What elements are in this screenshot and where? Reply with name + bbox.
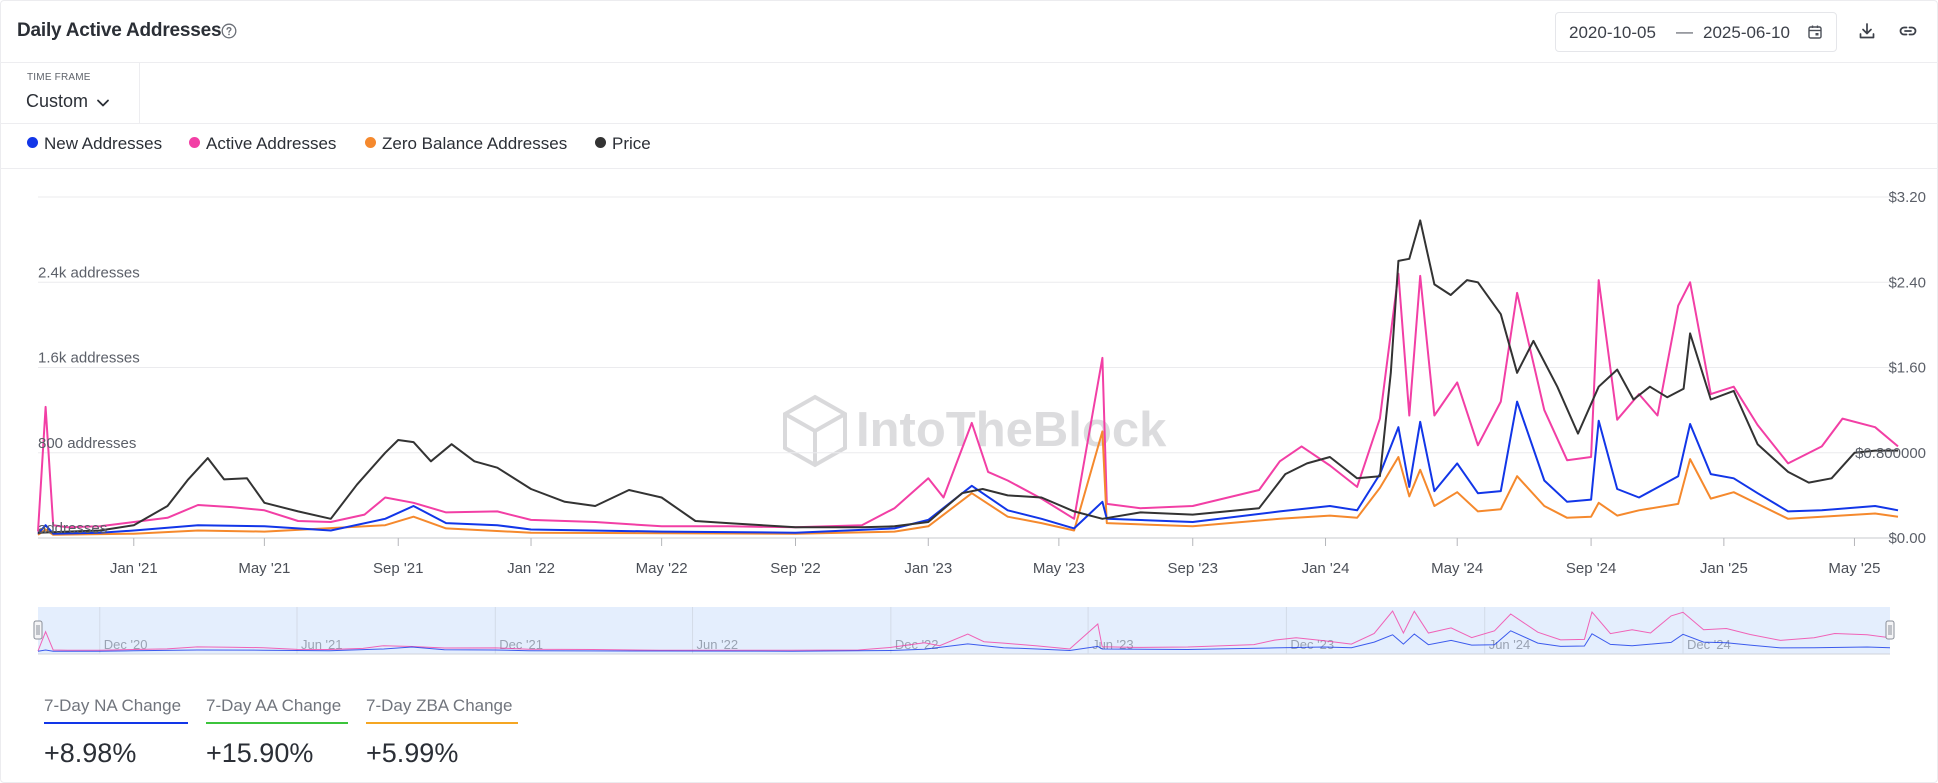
x-tick-label: May '24 (1431, 560, 1483, 577)
stat-zba-change: 7-Day ZBA Change +5.99% (366, 696, 518, 769)
timeframe-select[interactable]: Custom (26, 91, 89, 111)
legend-dot (27, 137, 38, 148)
date-separator: — (1676, 22, 1693, 41)
stat-na-change: 7-Day NA Change +8.98% (44, 696, 188, 769)
x-tick-label: May '22 (636, 560, 688, 577)
y-left-tick-label: 800 addresses (38, 435, 136, 452)
series-line-new-addresses[interactable] (37, 400, 1899, 535)
x-tick-label: Sep '23 (1168, 560, 1218, 577)
calendar-icon[interactable] (1807, 24, 1823, 40)
legend-item-new-addresses[interactable]: New Addresses (27, 134, 162, 154)
x-tick-label: Jan '25 (1700, 560, 1748, 577)
x-tick-label: Sep '24 (1566, 560, 1616, 577)
series-line-active-addresses[interactable] (37, 272, 1899, 532)
stat-label: 7-Day NA Change (44, 696, 182, 715)
x-tick-label: Jan '22 (507, 560, 555, 577)
y-right-tick-label: $0.800000 (1855, 445, 1926, 462)
legend-item-price[interactable]: Price (595, 134, 651, 154)
navigator-handle-left[interactable] (33, 620, 43, 640)
navigator-line-new-addresses (37, 630, 1891, 652)
navigator-line-active-addresses (37, 610, 1891, 652)
y-right-tick-label: $3.20 (1888, 189, 1926, 206)
x-tick-label: Sep '22 (770, 560, 820, 577)
stat-underline (206, 722, 348, 724)
timeframe-control: TIME FRAME Custom (0, 63, 140, 123)
navigator-handle-right[interactable] (1885, 620, 1895, 640)
series-line-zero-balance-addresses[interactable] (37, 430, 1899, 536)
legend-item-zero-balance-addresses[interactable]: Zero Balance Addresses (365, 134, 567, 154)
stat-value: +15.90% (206, 738, 314, 768)
help-circle-icon[interactable] (221, 23, 237, 39)
download-icon[interactable] (1857, 21, 1877, 41)
legend-item-active-addresses[interactable]: Active Addresses (189, 134, 336, 154)
x-tick-label: Jan '24 (1302, 560, 1350, 577)
date-range-picker[interactable]: 2020-10-05 — 2025-06-10 (1555, 12, 1837, 52)
date-end[interactable]: 2025-06-10 (1703, 23, 1790, 42)
chevron-down-icon[interactable] (96, 98, 110, 108)
stat-underline (366, 722, 518, 724)
stat-label: 7-Day AA Change (206, 696, 342, 715)
y-left-tick-label: addresses (38, 520, 107, 537)
stat-aa-change: 7-Day AA Change +15.90% (206, 696, 348, 769)
x-tick-label: May '23 (1033, 560, 1085, 577)
stat-value: +8.98% (44, 738, 137, 768)
page-title: Daily Active Addresses (17, 20, 222, 41)
link-icon[interactable] (1898, 21, 1918, 41)
stat-underline (44, 722, 188, 724)
chart-area[interactable]: IntoTheBlock addresses 800 addresses 1.6k … (0, 170, 1938, 680)
stat-value: +5.99% (366, 738, 459, 768)
y-left-tick-label: 1.6k addresses (38, 350, 140, 367)
x-tick-label: Jan '23 (904, 560, 952, 577)
legend-label: Zero Balance Addresses (382, 134, 568, 153)
date-start[interactable]: 2020-10-05 (1569, 23, 1656, 42)
y-right-tick-label: $1.60 (1888, 360, 1926, 377)
x-tick-label: Sep '21 (373, 560, 423, 577)
y-right-tick-label: $0.00 (1888, 530, 1926, 547)
legend-label: New Addresses (44, 134, 163, 153)
y-right-tick-label: $2.40 (1888, 274, 1926, 291)
legend-dot (595, 137, 606, 148)
y-left-tick-label: 2.4k addresses (38, 264, 140, 281)
legend-dot (189, 137, 200, 148)
navigator-tick-label: Dec '22 (895, 637, 939, 652)
legend-dot (365, 137, 376, 148)
timeframe-label: TIME FRAME (27, 72, 91, 83)
divider (0, 168, 1938, 169)
navigator-tick-label: Jun '21 (301, 637, 343, 652)
series-line-price[interactable] (37, 219, 1898, 534)
navigator-tick-label: Dec '24 (1687, 637, 1731, 652)
watermark-text: IntoTheBlock (856, 403, 1167, 457)
x-tick-label: May '21 (238, 560, 290, 577)
x-tick-label: Jan '21 (110, 560, 158, 577)
legend-label: Price (612, 134, 651, 153)
divider (0, 123, 1938, 124)
navigator-tick-label: Dec '20 (104, 637, 148, 652)
watermark: IntoTheBlock (783, 394, 1167, 468)
card-header: Daily Active Addresses 2020-10-05 — 2025… (0, 0, 1938, 63)
navigator-tick-label: Jun '23 (1092, 637, 1134, 652)
legend-label: Active Addresses (206, 134, 337, 153)
x-tick-label: May '25 (1828, 560, 1880, 577)
stat-label: 7-Day ZBA Change (366, 696, 513, 715)
navigator-tick-label: Jun '22 (697, 637, 739, 652)
